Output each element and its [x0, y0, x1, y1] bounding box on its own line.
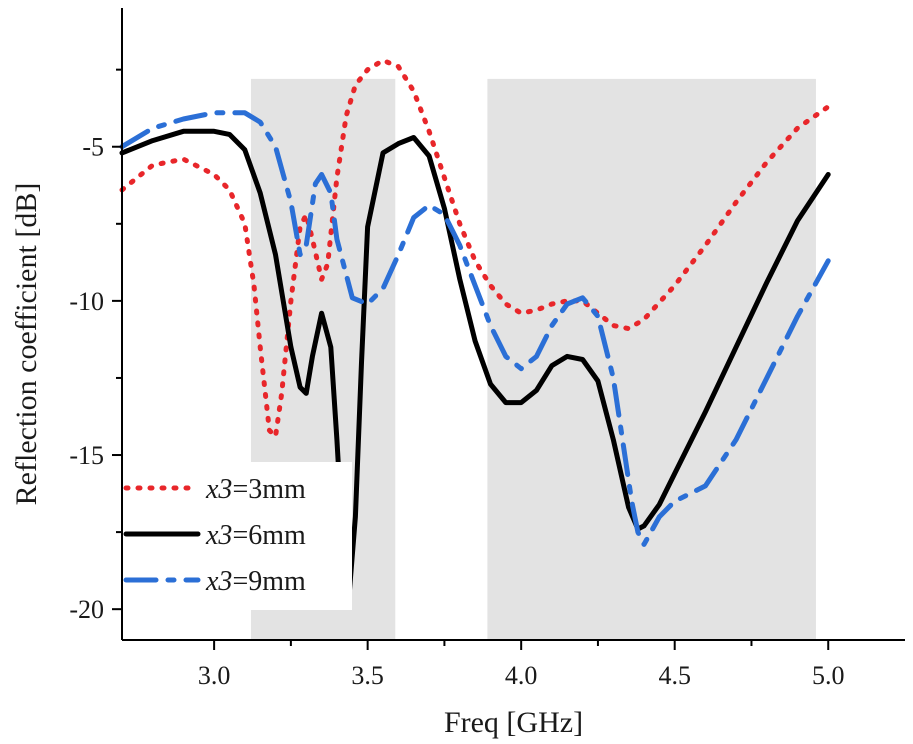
y-tick-label-3: -15 — [69, 441, 104, 470]
series-line-2 — [119, 128, 831, 597]
series-line-3 — [119, 110, 831, 547]
x-tick-label-5: 5.0 — [812, 661, 845, 690]
x-axis-title: Freq [GHz] — [444, 706, 583, 739]
shaded-bands — [250, 78, 816, 640]
tick-labels: 3.0 3.5 4.0 4.5 5.0 -5 -10 -15 -20 — [69, 133, 844, 690]
x-tick-label-4: 4.5 — [658, 661, 691, 690]
y-axis-title: Reflection coefficient [dB] — [10, 183, 43, 506]
x-tick-label-1: 3.0 — [198, 661, 231, 690]
series-lines — [119, 57, 831, 597]
axes — [112, 8, 905, 650]
legend-label-3: x3=9mm — [205, 566, 306, 597]
series-line-1 — [119, 57, 831, 439]
x-tick-label-2: 3.5 — [351, 661, 384, 690]
y-tick-label-4: -20 — [69, 595, 104, 624]
legend-label-2: x3=6mm — [205, 520, 306, 551]
x-tick-label-3: 4.0 — [505, 661, 538, 690]
legend-label-1: x3=3mm — [205, 474, 306, 505]
legend: x3=3mm x3=6mm x3=9mm — [123, 462, 352, 610]
y-tick-label-1: -5 — [82, 133, 104, 162]
y-tick-label-2: -10 — [69, 287, 104, 316]
shaded-band-2 — [487, 78, 816, 640]
